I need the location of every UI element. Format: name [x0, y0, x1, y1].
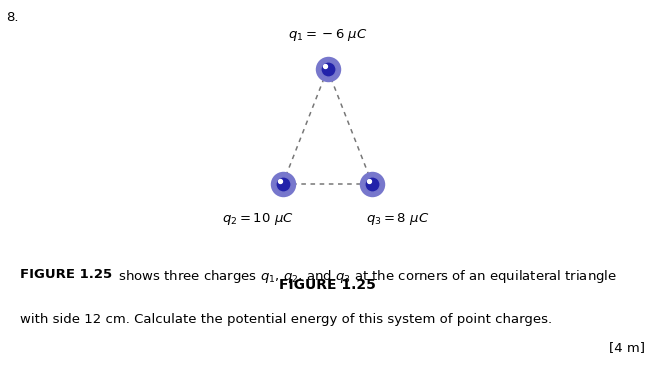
Text: $q_1 = -6\ \mu C$: $q_1 = -6\ \mu C$: [288, 27, 367, 42]
Point: [367, 181, 377, 187]
Text: $q_2 = 10\ \mu C$: $q_2 = 10\ \mu C$: [222, 211, 293, 227]
Point: [364, 178, 375, 184]
Text: with side 12 cm. Calculate the potential energy of this system of point charges.: with side 12 cm. Calculate the potential…: [20, 313, 552, 326]
Point: [367, 181, 377, 187]
Point: [322, 67, 333, 72]
Text: FIGURE 1.25: FIGURE 1.25: [279, 279, 376, 292]
Text: FIGURE 1.25: FIGURE 1.25: [20, 269, 112, 281]
Point: [274, 178, 285, 184]
Point: [278, 181, 288, 187]
Text: shows three charges $q_1$, $q_2$, and $q_3$ at the corners of an equilateral tri: shows three charges $q_1$, $q_2$, and $q…: [114, 269, 618, 285]
Point: [278, 181, 288, 187]
Text: [4 m]: [4 m]: [609, 341, 645, 354]
Text: 8.: 8.: [7, 11, 19, 24]
Text: $q_3 = 8\ \mu C$: $q_3 = 8\ \mu C$: [365, 211, 429, 227]
Point: [319, 63, 329, 69]
Point: [322, 67, 333, 72]
